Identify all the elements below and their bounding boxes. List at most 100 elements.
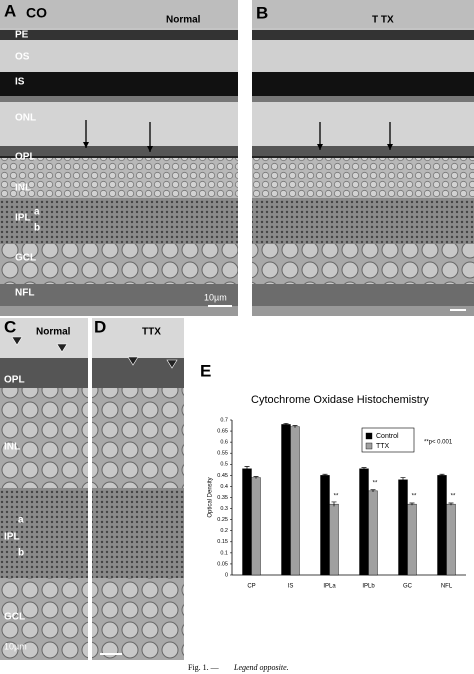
tissue-layer bbox=[0, 198, 238, 244]
x-tick-label: GC bbox=[403, 584, 413, 590]
layer-label: NFL bbox=[15, 288, 34, 299]
error-bar bbox=[409, 502, 415, 506]
layer-label: IPL bbox=[15, 213, 31, 224]
scale-bar-label: 10µm bbox=[204, 292, 227, 302]
layer-label: IS bbox=[15, 77, 25, 88]
bar bbox=[251, 477, 261, 576]
y-tick-label: 0 bbox=[225, 572, 228, 578]
y-tick-label: 0.05 bbox=[217, 561, 228, 567]
tissue-layer bbox=[0, 72, 238, 96]
tissue-layer bbox=[0, 244, 238, 284]
panel-condition: T TX bbox=[372, 15, 394, 26]
layer-label: PE bbox=[15, 30, 29, 41]
panel-title: CO bbox=[26, 5, 47, 21]
x-tick-label: CP bbox=[247, 584, 255, 590]
significance-marker: ** bbox=[334, 494, 339, 500]
y-tick-label: 0.4 bbox=[220, 484, 228, 490]
panel-letter: A bbox=[4, 1, 16, 20]
layer-label: IPL bbox=[4, 532, 20, 543]
bar bbox=[329, 503, 339, 576]
x-tick-label: IS bbox=[288, 584, 294, 590]
arrowhead bbox=[127, 356, 139, 366]
arrowhead bbox=[11, 336, 23, 346]
error-bar bbox=[244, 466, 250, 471]
tissue-layer bbox=[0, 30, 238, 40]
y-tick-label: 0.55 bbox=[217, 451, 228, 457]
arrow-head bbox=[147, 146, 153, 152]
tissue-layer bbox=[0, 96, 238, 102]
bar bbox=[437, 475, 447, 576]
layer-label: a bbox=[18, 515, 24, 526]
legend-box bbox=[361, 427, 415, 453]
panel-letter: E bbox=[200, 361, 211, 380]
tissue-layer bbox=[0, 0, 238, 28]
y-tick-label: 0.35 bbox=[217, 495, 228, 501]
tissue-layer bbox=[0, 358, 88, 388]
tissue-layer bbox=[92, 488, 184, 578]
legend-label: Control bbox=[376, 433, 399, 440]
significance-marker: ** bbox=[412, 494, 417, 500]
tissue-layer bbox=[252, 244, 474, 284]
error-bar bbox=[439, 473, 445, 477]
bar bbox=[242, 468, 252, 576]
y-tick-label: 0.3 bbox=[220, 506, 228, 512]
arrowhead bbox=[56, 343, 68, 353]
error-bar bbox=[370, 489, 376, 492]
chart-title: Cytochrome Oxidase Histochemistry bbox=[251, 394, 429, 406]
legend-swatch bbox=[365, 442, 373, 450]
y-tick-label: 0.5 bbox=[220, 462, 228, 468]
layer-label: b bbox=[18, 548, 24, 559]
tissue-layer bbox=[252, 96, 474, 102]
y-tick-label: 0.25 bbox=[217, 517, 228, 523]
y-tick-label: 0.2 bbox=[220, 528, 228, 534]
y-tick-label: 0.6 bbox=[220, 440, 228, 446]
y-tick-label: 0.15 bbox=[217, 539, 228, 545]
tissue-layer bbox=[0, 306, 238, 316]
bar bbox=[368, 490, 378, 576]
tissue-layer bbox=[252, 146, 474, 156]
arrowhead bbox=[166, 359, 178, 369]
layer-label: a bbox=[34, 207, 40, 218]
arrow-head bbox=[317, 144, 323, 150]
tissue-layer bbox=[252, 30, 474, 40]
tissue-layer bbox=[252, 156, 474, 158]
tissue-layer bbox=[0, 156, 238, 158]
significance-marker: ** bbox=[373, 480, 378, 486]
arrow-head bbox=[83, 142, 89, 148]
tissue-layer bbox=[252, 72, 474, 96]
caption-prefix: Fig. 1. — bbox=[188, 663, 220, 672]
layer-label: ONL bbox=[15, 113, 36, 124]
micrographs: A CO Normal B T TXPEOSISONLOPLINLIPLabGCLNFL… bbox=[0, 0, 474, 660]
significance-marker: ** bbox=[451, 494, 456, 500]
tissue-layer bbox=[0, 158, 238, 198]
error-bar bbox=[448, 502, 454, 506]
tissue-layer bbox=[0, 578, 88, 660]
tissue-layer bbox=[0, 284, 238, 306]
tissue-layer bbox=[0, 388, 88, 488]
layer-label: OS bbox=[15, 52, 30, 63]
layer-label: INL bbox=[15, 183, 31, 194]
layer-label: OPL bbox=[4, 375, 25, 386]
x-tick-label: NFL bbox=[441, 584, 453, 590]
layer-label: INL bbox=[4, 442, 20, 453]
layer-label: b bbox=[34, 223, 40, 234]
legend-label: TTX bbox=[376, 443, 390, 450]
caption-text: Legend opposite. bbox=[233, 663, 289, 672]
tissue-layer bbox=[0, 146, 238, 156]
layer-label: GCL bbox=[15, 253, 36, 264]
chart: E Cytochrome Oxidase Histochemistry Optica… bbox=[200, 361, 466, 590]
layer-label: GCL bbox=[4, 612, 25, 623]
tissue-layer bbox=[252, 102, 474, 146]
error-bar bbox=[331, 501, 337, 507]
panel-letter: D bbox=[94, 317, 106, 336]
tissue-layer bbox=[0, 102, 238, 146]
scale-bar-label: 10µm bbox=[4, 641, 27, 651]
bar bbox=[281, 424, 291, 576]
tissue-layer bbox=[252, 306, 474, 316]
note: **p< 0.001 bbox=[424, 440, 453, 446]
bar bbox=[359, 468, 369, 576]
y-axis-label: Optical Density bbox=[208, 477, 214, 517]
arrow-head bbox=[387, 144, 393, 150]
bar bbox=[320, 475, 330, 576]
tissue-layer bbox=[252, 158, 474, 198]
